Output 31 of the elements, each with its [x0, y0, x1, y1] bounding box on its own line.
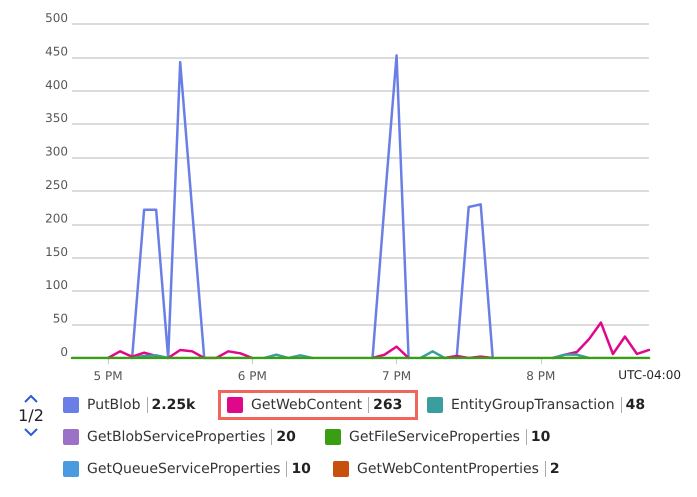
y-tick-label: 500 — [45, 11, 68, 25]
text: 48 — [620, 397, 646, 413]
legend-label: GetWebContentProperties — [357, 461, 539, 477]
y-tick-label: 300 — [45, 144, 68, 159]
legend-label: GetFileServiceProperties — [349, 429, 520, 445]
y-tick-label: 0 — [60, 345, 68, 359]
text: 20 — [271, 429, 296, 445]
y-tick-label: 450 — [45, 44, 68, 58]
y-tick-label: 50 — [52, 312, 68, 326]
legend-label: GetQueueServiceProperties — [87, 461, 280, 477]
legend-label: EntityGroupTransaction — [451, 397, 615, 413]
text: 10 — [526, 429, 550, 445]
y-tick-label: 200 — [45, 211, 68, 226]
text: 1/2 — [18, 406, 44, 425]
text: UTC-04:00 — [618, 368, 681, 382]
x-tick-label: 8 PM — [526, 369, 556, 383]
text: 10 — [286, 461, 311, 477]
x-tick-label: 7 PM — [382, 369, 412, 383]
x-tick-label: 5 PM — [94, 369, 123, 383]
text: 2.25k — [146, 397, 196, 413]
x-tick-label: 6 PM — [238, 369, 267, 383]
y-tick-label: 150 — [45, 244, 68, 259]
legend-label: PutBlob — [87, 397, 141, 413]
legend-label: GetBlobServiceProperties — [87, 429, 266, 445]
y-tick-label: 250 — [45, 178, 68, 192]
y-tick-label: 100 — [45, 278, 68, 292]
legend-label: GetWebContent — [251, 397, 362, 413]
text: 263 — [368, 397, 402, 413]
y-tick-label: 400 — [45, 78, 68, 92]
y-tick-label: 350 — [45, 111, 68, 126]
text: 2 — [544, 461, 560, 477]
